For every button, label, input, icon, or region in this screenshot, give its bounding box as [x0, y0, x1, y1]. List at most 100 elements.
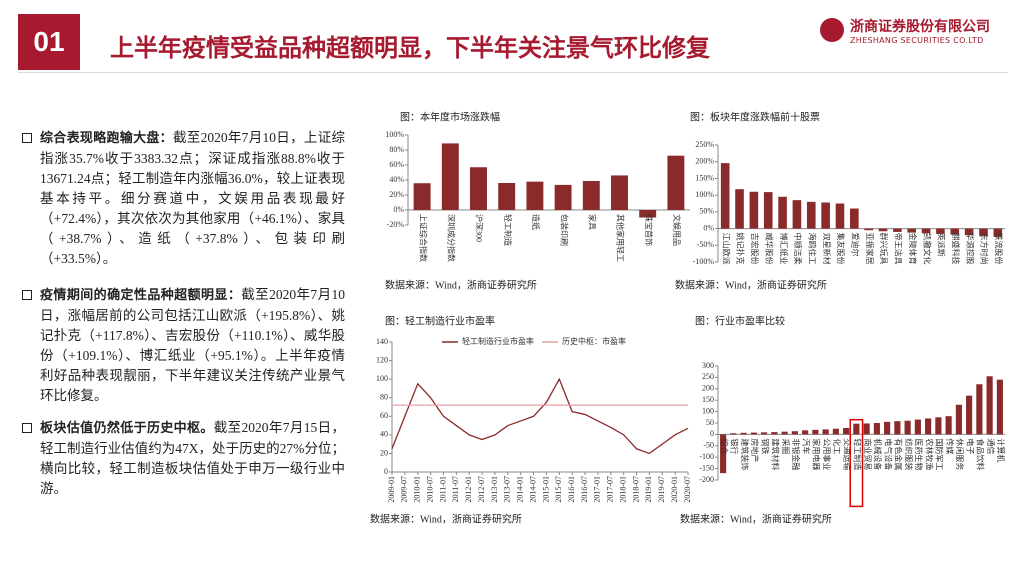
y-tick-label: 250% [695, 140, 714, 149]
bar [761, 432, 768, 435]
bar [966, 395, 973, 435]
logo-icon [820, 18, 844, 42]
y-tick-label: 250 [702, 372, 714, 381]
x-tick-label: 其他家用轻工 [616, 214, 626, 262]
legend-label: 轻工制造行业市盈率 [462, 336, 534, 346]
bar [778, 196, 787, 229]
x-tick-label: 2020-07 [683, 476, 692, 503]
y-tick-label: 80% [389, 145, 404, 154]
x-tick-label: 轻工制造 [853, 438, 863, 470]
bullet: 综合表现略跑输大盘：截至2020年7月10日，上证综指涨35.7%收于3383.… [22, 128, 345, 269]
x-tick-label: 凯撒文化 [922, 233, 932, 265]
bar [792, 200, 802, 229]
x-tick-label: 集友股份 [836, 233, 846, 265]
x-tick-label: 深圳成分指数 [446, 214, 456, 262]
slide-title: 上半年疫情受益品种超额明显，下半年关注景气环比修复 [110, 34, 710, 62]
y-tick-label: 0% [703, 223, 714, 232]
bar [907, 228, 917, 233]
x-tick-label: 2011-07 [451, 476, 460, 502]
bar [730, 433, 737, 435]
bar [413, 183, 431, 210]
bar [894, 421, 901, 435]
x-tick-label: 上证综合指数 [418, 214, 428, 262]
x-tick-label: 休闲服务 [955, 438, 965, 470]
bar [806, 201, 816, 229]
x-tick-label: 传媒 [945, 438, 955, 454]
x-tick-label: 2019-01 [644, 476, 653, 503]
x-tick-label: 食品饮料 [976, 438, 986, 470]
y-tick-label: -100% [693, 257, 715, 266]
chart-title: 图：板块年度涨跌幅前十股票 [690, 110, 820, 123]
bar [749, 191, 759, 229]
x-tick-label: 化工 [832, 438, 842, 454]
y-tick-label: 60 [380, 411, 388, 420]
bar [945, 416, 952, 435]
y-tick-label: 100 [702, 406, 714, 415]
bar [986, 376, 993, 435]
y-tick-label: 40% [389, 175, 404, 184]
x-tick-label: 国防军工 [935, 438, 945, 470]
x-tick-label: 2015-01 [541, 476, 550, 503]
bar [832, 428, 839, 435]
highlight-box [849, 418, 864, 508]
y-tick-label: 100% [695, 190, 714, 199]
x-tick-label: 交通运输 [842, 438, 852, 470]
x-tick-label: 华源控股 [965, 233, 975, 265]
x-tick-label: 2011-01 [438, 476, 447, 502]
y-tick-label: 0 [384, 467, 388, 476]
x-tick-label: 威华股份 [764, 233, 774, 265]
x-tick-label: 2012-01 [464, 476, 473, 503]
y-tick-label: -20% [387, 220, 405, 229]
bar [936, 228, 945, 234]
y-tick-label: 200 [702, 384, 714, 393]
y-tick-label: 80 [380, 393, 388, 402]
bar [863, 423, 870, 435]
x-tick-label: 双星新材 [822, 233, 832, 265]
bar [554, 184, 572, 210]
x-tick-label: 吉宏股份 [750, 233, 760, 265]
bar [864, 228, 873, 231]
x-tick-label: 博汇纸业 [779, 233, 789, 265]
x-tick-label: 电气设备 [883, 438, 893, 470]
x-tick-label: 海鸥住工 [807, 233, 817, 265]
x-tick-label: 钢铁 [760, 438, 770, 454]
bar [921, 228, 931, 234]
chart-source: 数据来源：Wind，浙商证券研究所 [370, 512, 522, 525]
bullet-lead: 板块估值仍然低于历史中枢。 [40, 421, 214, 436]
y-tick-label: 20% [389, 190, 404, 199]
bar [878, 228, 888, 232]
chart-source: 数据来源：Wind，浙商证券研究所 [680, 512, 832, 525]
title-rule [18, 72, 1008, 73]
bar [979, 228, 988, 236]
y-tick-label: -150 [699, 463, 714, 472]
x-tick-label: 东方时尚 [980, 233, 990, 265]
chart-title: 图：行业市盈率比较 [695, 314, 785, 327]
y-tick-label: 40 [380, 430, 388, 439]
bar [740, 432, 747, 435]
x-tick-label: 农林牧渔 [924, 438, 934, 470]
x-tick-label: 2014-07 [528, 476, 537, 503]
x-tick-label: 计算机 [996, 438, 1006, 462]
y-tick-label: 150 [702, 395, 714, 404]
bar [526, 181, 544, 210]
x-tick-label: 姚记扑克 [736, 233, 746, 265]
x-tick-label: 2018-07 [631, 476, 640, 503]
bullet-lead: 综合表现略跑输大盘： [40, 131, 173, 146]
x-tick-label: 2015-07 [554, 476, 563, 503]
bullet: 板块估值仍然低于历史中枢。截至2020年7月15日，轻工制造行业估值约为47X，… [22, 418, 345, 499]
y-tick-label: 300 [702, 361, 714, 370]
x-tick-label: 2018-01 [618, 476, 627, 503]
bar [771, 432, 778, 435]
bar [873, 423, 880, 435]
x-tick-label: 2009-07 [400, 476, 409, 503]
bar [964, 228, 974, 236]
bar [976, 384, 983, 435]
bullet-lead: 疫情期间的确定性品种超额明显： [40, 288, 242, 303]
x-tick-label: 2009-01 [387, 476, 396, 503]
y-tick-label: 60% [389, 160, 404, 169]
bar [441, 143, 459, 210]
bar [812, 429, 819, 435]
x-tick-label: 机械设备 [873, 438, 883, 470]
